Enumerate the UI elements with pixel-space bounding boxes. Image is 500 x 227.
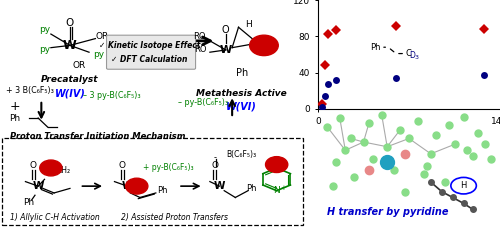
Text: OR: OR bbox=[73, 61, 86, 70]
Text: – 3 py-B(C₆F₅)₃: – 3 py-B(C₆F₅)₃ bbox=[82, 91, 140, 100]
Text: Ph: Ph bbox=[370, 43, 380, 52]
Text: + 3 B(C₆F₅)₃: + 3 B(C₆F₅)₃ bbox=[6, 86, 54, 95]
Circle shape bbox=[126, 178, 148, 194]
Text: Ph: Ph bbox=[10, 114, 20, 123]
Text: H: H bbox=[134, 182, 140, 191]
Text: py: py bbox=[39, 25, 50, 34]
Text: RO,: RO, bbox=[193, 32, 208, 41]
Text: ✓ DFT Calculation: ✓ DFT Calculation bbox=[112, 54, 188, 64]
Text: O: O bbox=[211, 161, 218, 170]
FancyBboxPatch shape bbox=[2, 138, 303, 225]
Text: H: H bbox=[460, 181, 467, 190]
Text: Ph: Ph bbox=[157, 186, 168, 195]
Text: ✓ Kinetic Isotope Effect: ✓ Kinetic Isotope Effect bbox=[99, 41, 200, 50]
Text: 3: 3 bbox=[415, 55, 419, 60]
Text: Ph: Ph bbox=[246, 184, 256, 193]
Text: Metathesis Active: Metathesis Active bbox=[196, 89, 287, 98]
Text: -: - bbox=[213, 153, 216, 162]
Text: RO: RO bbox=[194, 45, 206, 54]
Text: H: H bbox=[48, 163, 54, 173]
Text: CH₂: CH₂ bbox=[56, 166, 70, 175]
FancyBboxPatch shape bbox=[106, 35, 196, 69]
Text: Precatalyst: Precatalyst bbox=[41, 75, 98, 84]
Circle shape bbox=[40, 160, 62, 176]
Text: C: C bbox=[405, 49, 411, 58]
Text: Ph: Ph bbox=[23, 197, 34, 207]
Text: 2) Assisted Proton Transfers: 2) Assisted Proton Transfers bbox=[121, 213, 228, 222]
Text: W(VI): W(VI) bbox=[226, 102, 257, 112]
Text: W: W bbox=[220, 45, 232, 55]
Text: 1) Allylic C-H Activation: 1) Allylic C-H Activation bbox=[10, 213, 100, 222]
Text: H: H bbox=[244, 20, 252, 30]
Text: W: W bbox=[214, 181, 225, 191]
Text: W(IV): W(IV) bbox=[54, 88, 86, 98]
Text: H: H bbox=[260, 40, 268, 50]
Text: O: O bbox=[30, 161, 37, 170]
Text: W: W bbox=[32, 181, 44, 191]
Circle shape bbox=[250, 35, 278, 56]
Text: N: N bbox=[274, 186, 280, 195]
Text: + py-B(C₆F₅)₃: + py-B(C₆F₅)₃ bbox=[143, 163, 194, 173]
Text: D: D bbox=[409, 51, 415, 60]
Text: O: O bbox=[222, 25, 230, 35]
Text: py: py bbox=[93, 50, 104, 59]
Text: O: O bbox=[119, 161, 126, 170]
Text: +: + bbox=[10, 100, 20, 113]
Text: +: + bbox=[280, 185, 286, 191]
Text: O: O bbox=[66, 18, 74, 28]
Text: W: W bbox=[63, 39, 77, 52]
Text: OR: OR bbox=[95, 32, 108, 41]
Text: Ph: Ph bbox=[236, 68, 248, 78]
Text: – py-B(C₆F₅)₃: – py-B(C₆F₅)₃ bbox=[178, 98, 228, 107]
Text: H transfer by pyridine: H transfer by pyridine bbox=[327, 207, 448, 217]
Circle shape bbox=[266, 157, 288, 173]
Text: Proton Transfer Initiation Mechanism: Proton Transfer Initiation Mechanism bbox=[10, 132, 185, 141]
Text: B(C₆F₅)₃: B(C₆F₅)₃ bbox=[226, 150, 256, 159]
Text: py: py bbox=[39, 45, 50, 54]
Text: H: H bbox=[273, 160, 280, 169]
Text: W: W bbox=[122, 181, 133, 191]
